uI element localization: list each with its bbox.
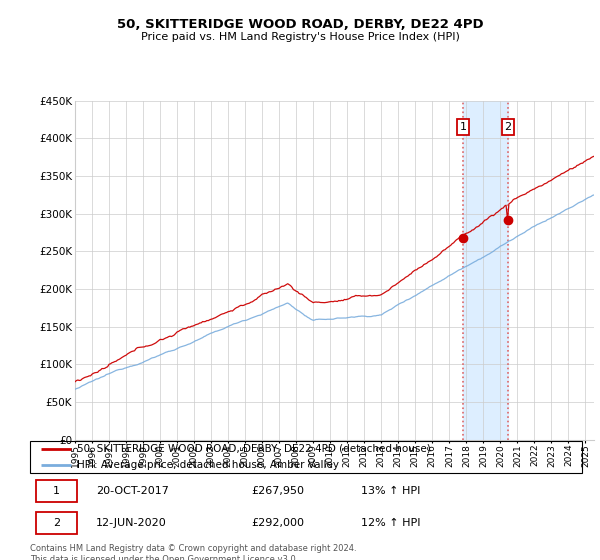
Text: 2: 2 [53, 518, 60, 528]
Text: HPI: Average price, detached house, Amber Valley: HPI: Average price, detached house, Ambe… [77, 460, 339, 470]
Text: £292,000: £292,000 [251, 518, 304, 528]
Text: 2: 2 [505, 122, 512, 132]
Text: 50, SKITTERIDGE WOOD ROAD, DERBY, DE22 4PD: 50, SKITTERIDGE WOOD ROAD, DERBY, DE22 4… [116, 18, 484, 31]
Text: £267,950: £267,950 [251, 486, 304, 496]
Text: Price paid vs. HM Land Registry's House Price Index (HPI): Price paid vs. HM Land Registry's House … [140, 32, 460, 42]
Text: 50, SKITTERIDGE WOOD ROAD, DERBY, DE22 4PD (detached house): 50, SKITTERIDGE WOOD ROAD, DERBY, DE22 4… [77, 444, 431, 454]
Text: 12-JUN-2020: 12-JUN-2020 [96, 518, 167, 528]
Text: 12% ↑ HPI: 12% ↑ HPI [361, 518, 421, 528]
Text: 1: 1 [460, 122, 466, 132]
Text: 13% ↑ HPI: 13% ↑ HPI [361, 486, 421, 496]
Text: Contains HM Land Registry data © Crown copyright and database right 2024.
This d: Contains HM Land Registry data © Crown c… [30, 544, 356, 560]
Text: 1: 1 [53, 486, 60, 496]
Text: 20-OCT-2017: 20-OCT-2017 [96, 486, 169, 496]
Bar [463, 101, 508, 440]
